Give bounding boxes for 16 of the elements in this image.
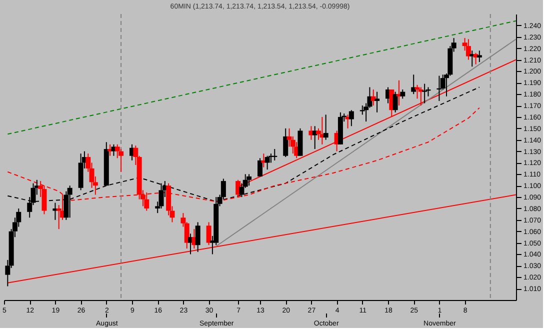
candlestick (264, 155, 270, 170)
candlestick (118, 148, 124, 172)
candlestick (411, 74, 416, 95)
candlestick (258, 158, 262, 177)
candlestick (283, 128, 288, 158)
candlestick (348, 110, 354, 127)
candlestick (422, 83, 428, 104)
candlestick (374, 91, 380, 113)
candlestick (476, 50, 482, 63)
candlestick (392, 91, 398, 113)
candlestick (246, 174, 252, 186)
candlestick (195, 222, 200, 252)
candlestick (323, 114, 328, 140)
candlestick (206, 222, 212, 246)
candlestick (400, 89, 406, 100)
candlestick (466, 38, 471, 60)
